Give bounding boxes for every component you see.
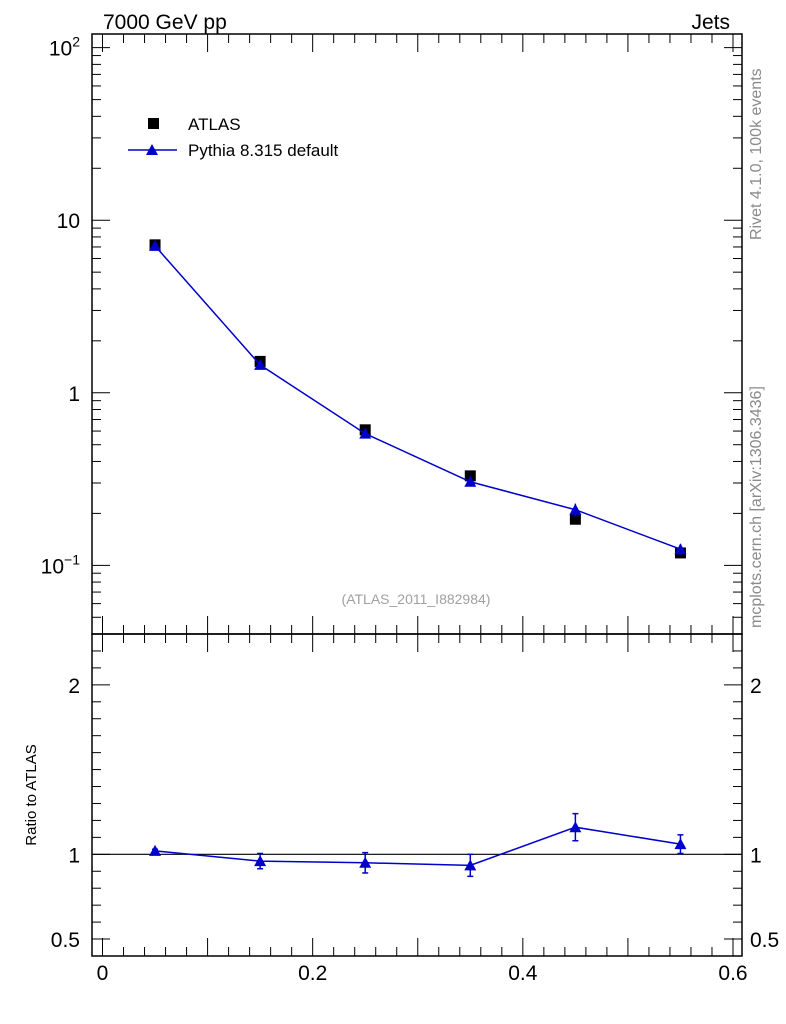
x-tick-label: 0.2 [298, 962, 327, 985]
ratio-point [254, 855, 267, 867]
y-tick-label: 10 [57, 210, 80, 233]
rivet-info: Rivet 4.1.0, 100k events [748, 68, 765, 240]
y-tick-label: 102 [49, 34, 80, 61]
main-panel: 10−1 1 10 102 [41, 33, 743, 635]
ratio-y-tick-label-right: 1 [750, 844, 762, 867]
ratio-point [569, 821, 582, 833]
y-tick-label: 1 [68, 383, 80, 406]
ratio-ylabel: Ratio to ATLAS [23, 744, 40, 845]
legend-data-marker [148, 118, 159, 129]
x-tick-label: 0.6 [718, 962, 747, 985]
ratio-y-tick-label: 0.5 [51, 929, 80, 952]
ratio-point [674, 838, 687, 850]
x-tick-label: 0.4 [508, 962, 538, 985]
legend-data-label: ATLAS [188, 115, 241, 134]
mc-point [149, 239, 162, 251]
mc-point [569, 503, 582, 515]
header-right: Jets [691, 11, 730, 34]
mc-point [674, 543, 687, 555]
ratio-y-tick-label-right: 0.5 [750, 929, 779, 952]
analysis-tag: (ATLAS_2011_I882984) [342, 591, 491, 607]
ratio-y-tick-label: 2 [68, 675, 80, 698]
y-tick-label: 10−1 [41, 551, 81, 578]
ratio-y-tick-label-right: 2 [750, 675, 762, 698]
ratio-point [149, 844, 162, 856]
ratio-y-tick-label: 1 [68, 844, 80, 867]
mc-point [254, 358, 267, 370]
x-tick-label: 0 [97, 962, 109, 985]
ratio-panel: 0 0.2 0.4 0.60.5 0.51 12 2 [51, 633, 779, 985]
ratio-line [154, 826, 681, 867]
ratio-point [359, 856, 372, 868]
atlas-point [569, 513, 581, 525]
mc-point [359, 427, 372, 439]
header-left: 7000 GeV pp [103, 11, 227, 34]
mc-point [464, 475, 477, 487]
legend-mc-label: Pythia 8.315 default [188, 141, 339, 160]
mcplots-credit: mcplots.cern.ch [arXiv:1306.3436] [748, 386, 765, 628]
mc-line [154, 245, 681, 550]
ratio-frame [91, 633, 743, 957]
legend-mc-marker [146, 144, 158, 155]
ratio-point [464, 859, 477, 871]
